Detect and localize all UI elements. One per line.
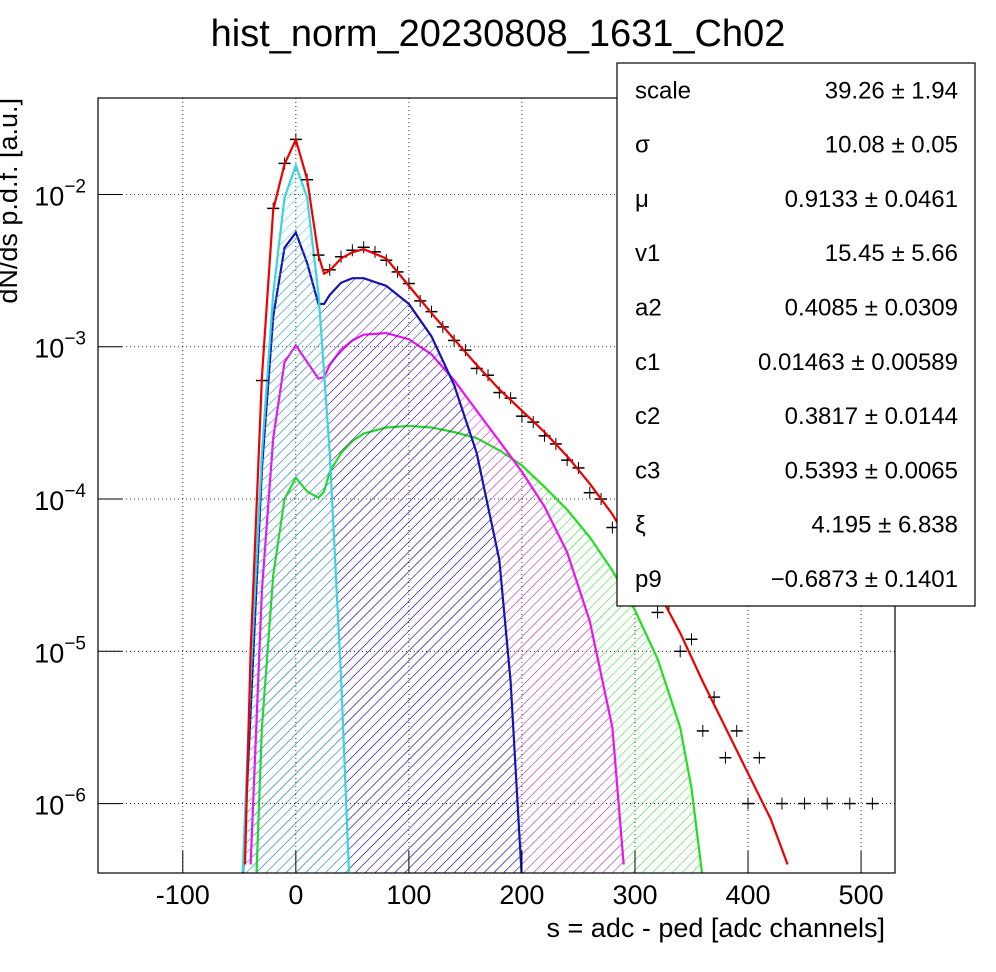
x-tick-label: 0 bbox=[288, 880, 303, 910]
stat-name: c2 bbox=[635, 403, 660, 430]
stat-name: v1 bbox=[635, 240, 660, 267]
stat-value: 4.195 ± 6.838 bbox=[811, 512, 958, 539]
stat-name: μ bbox=[635, 186, 649, 213]
fit-curve bbox=[243, 136, 789, 865]
y-tick-label: 10−4 bbox=[34, 481, 86, 516]
stat-value: 39.26 ± 1.94 bbox=[825, 77, 958, 104]
stat-name: c3 bbox=[635, 457, 660, 484]
x-tick-label: -100 bbox=[156, 880, 210, 910]
y-tick-label: 10−3 bbox=[34, 329, 86, 364]
stats-box: scale 39.26 ± 1.94 σ 10.08 ± 0.05 μ 0.9133 ± … bbox=[616, 62, 976, 607]
stat-name: scale bbox=[635, 77, 691, 104]
x-tick-label: 400 bbox=[726, 880, 771, 910]
stats-frame bbox=[616, 62, 976, 607]
stat-value: 10.08 ± 0.05 bbox=[825, 132, 958, 159]
stat-value: 0.9133 ± 0.0461 bbox=[785, 186, 958, 213]
x-tick-label: 200 bbox=[499, 880, 544, 910]
stat-value: 15.45 ± 5.66 bbox=[825, 240, 958, 267]
stat-value: 0.5393 ± 0.0065 bbox=[785, 457, 958, 484]
stat-value: −0.6873 ± 0.1401 bbox=[771, 566, 958, 593]
x-axis-label: s = adc - ped [adc channels] bbox=[547, 913, 885, 943]
y-tick-label: 10−6 bbox=[34, 786, 86, 821]
x-tick-label: 100 bbox=[386, 880, 431, 910]
stat-value: 0.01463 ± 0.00589 bbox=[758, 349, 958, 376]
axes: -100 0 100 200 300 400 500 10−6 10−5 10−4 10−3 10−2 bbox=[34, 176, 883, 910]
stat-value: 0.4085 ± 0.0309 bbox=[785, 295, 958, 322]
stat-name: c1 bbox=[635, 349, 660, 376]
stat-name: ξ bbox=[635, 512, 646, 539]
stat-name: σ bbox=[635, 132, 650, 159]
fit-curve bbox=[241, 162, 351, 873]
stat-value: 0.3817 ± 0.0144 bbox=[785, 403, 958, 430]
y-tick-label: 10−2 bbox=[34, 176, 86, 211]
y-tick-label: 10−5 bbox=[34, 633, 86, 668]
stat-name: p9 bbox=[635, 566, 662, 593]
x-tick-label: 300 bbox=[612, 880, 657, 910]
x-tick-label: 500 bbox=[839, 880, 884, 910]
chart-title: hist_norm_20230808_1631_Ch02 bbox=[211, 13, 786, 55]
stat-name: a2 bbox=[635, 295, 662, 322]
hatch-fill bbox=[242, 165, 349, 873]
plot-area bbox=[241, 133, 879, 873]
y-axis-label: dN/ds p.d.f. [a.u.] bbox=[0, 98, 23, 304]
